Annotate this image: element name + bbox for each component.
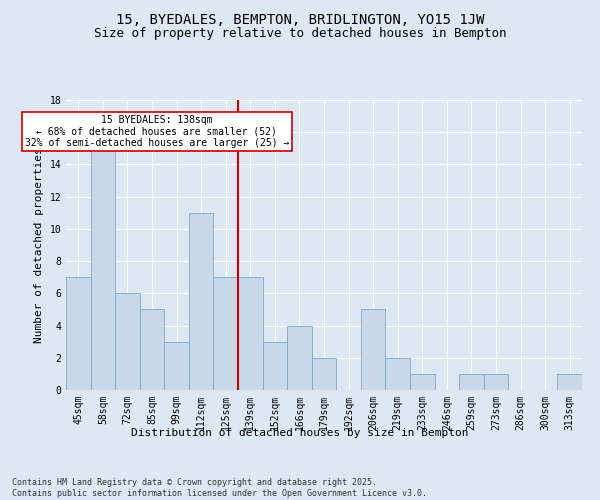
Text: Contains HM Land Registry data © Crown copyright and database right 2025.
Contai: Contains HM Land Registry data © Crown c… [12, 478, 427, 498]
Bar [140, 310, 164, 390]
Bar [238, 277, 263, 390]
Bar [287, 326, 312, 390]
Text: 15 BYEDALES: 138sqm
← 68% of detached houses are smaller (52)
32% of semi-detach: 15 BYEDALES: 138sqm ← 68% of detached ho… [25, 114, 289, 148]
Bar [164, 342, 189, 390]
Bar [66, 277, 91, 390]
Text: 15, BYEDALES, BEMPTON, BRIDLINGTON, YO15 1JW: 15, BYEDALES, BEMPTON, BRIDLINGTON, YO15… [116, 12, 484, 26]
Bar [557, 374, 582, 390]
Bar [410, 374, 434, 390]
Bar [312, 358, 336, 390]
Bar [459, 374, 484, 390]
Bar [361, 310, 385, 390]
Text: Size of property relative to detached houses in Bempton: Size of property relative to detached ho… [94, 28, 506, 40]
Bar [263, 342, 287, 390]
Bar [484, 374, 508, 390]
Bar [91, 148, 115, 390]
Bar [214, 277, 238, 390]
Bar [115, 294, 140, 390]
Bar [385, 358, 410, 390]
Text: Distribution of detached houses by size in Bempton: Distribution of detached houses by size … [131, 428, 469, 438]
Y-axis label: Number of detached properties: Number of detached properties [34, 147, 44, 343]
Bar [189, 213, 214, 390]
